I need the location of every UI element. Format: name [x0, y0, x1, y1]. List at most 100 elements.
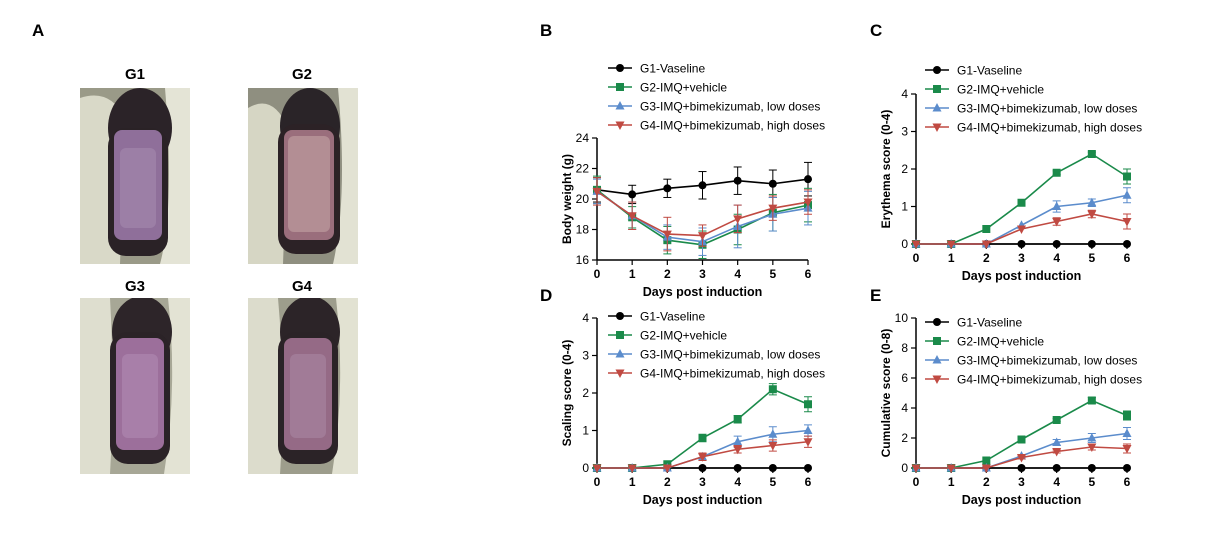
chart-d-legend-label: G4-IMQ+bimekizumab, high doses: [640, 367, 825, 381]
chart-b-series-4-point: [803, 198, 813, 208]
chart-c-y-tick-label: 0: [901, 237, 908, 251]
chart-b-x-tick-label: 0: [594, 267, 601, 281]
chart-e-series-3-point: [1087, 433, 1097, 442]
chart-c-x-tick-label: 4: [1053, 251, 1060, 265]
chart-d-legend-label: G1-Vaseline: [640, 310, 705, 324]
chart-e-y-tick-label: 2: [901, 431, 908, 445]
chart-c-x-label: Days post induction: [962, 269, 1081, 283]
chart-e-series-2-point: [1087, 396, 1096, 405]
chart-e-legend-swatch-marker: [933, 318, 941, 326]
photo-label-g4: G4: [291, 278, 312, 295]
chart-e-x-tick-label: 0: [913, 475, 920, 489]
chart-c-legend-label: G3-IMQ+bimekizumab, low doses: [957, 102, 1137, 116]
chart-d-y-tick-label: 0: [582, 461, 589, 475]
chart-d-legend-swatch-marker: [616, 331, 624, 339]
chart-d-series-4-point: [698, 453, 707, 462]
chart-e-y-tick-label: 8: [901, 341, 908, 355]
chart-b-y-label: Body weight (g): [560, 154, 574, 244]
panel-letter-c: C: [870, 21, 883, 40]
chart-e-x-tick-label: 2: [983, 475, 990, 489]
chart-d-series-1-point: [698, 464, 707, 472]
chart-c-legend-swatch-marker: [932, 123, 942, 132]
chart-e-series-1-point: [1123, 464, 1131, 472]
chart-d-y-label: Scaling score (0-4): [560, 340, 574, 447]
chart-e-legend-label: G4-IMQ+bimekizumab, high doses: [957, 373, 1142, 387]
chart-e-y-tick-label: 0: [901, 461, 908, 475]
chart-b-y-tick-label: 24: [576, 131, 590, 145]
mouse-photo-g3: [80, 298, 190, 474]
chart-c-x-tick-label: 0: [913, 251, 920, 265]
chart-b-legend-swatch-marker: [616, 64, 624, 72]
chart-d-y-tick-label: 3: [582, 349, 589, 363]
chart-d-y-tick-label: 4: [582, 311, 589, 325]
chart-b-series-1-point: [628, 190, 637, 199]
chart-e-series-4-point: [946, 464, 956, 473]
chart-c-y-tick-label: 3: [901, 125, 908, 139]
chart-d-series-2-point: [733, 415, 742, 424]
chart-b-legend-swatch-marker: [616, 83, 624, 91]
chart-c-series-4-point: [981, 240, 991, 249]
chart-c-x-tick-label: 2: [983, 251, 990, 265]
chart-c-series-2-point: [1123, 172, 1131, 181]
photo-label-g1: G1: [124, 66, 145, 83]
chart-c-legend-label: G4-IMQ+bimekizumab, high doses: [957, 121, 1142, 135]
mouse-photo-g4: [248, 298, 358, 474]
chart-e-series-4-point: [1052, 448, 1062, 457]
chart-c-series-3-point: [1087, 197, 1097, 207]
chart-b-y-tick-label: 16: [576, 253, 590, 267]
chart-e-series-3-point: [1052, 437, 1062, 446]
chart-b-legend-label: G3-IMQ+bimekizumab, low doses: [640, 100, 820, 114]
chart-b-x-tick-label: 2: [664, 267, 671, 281]
chart-e-legend-label: G2-IMQ+vehicle: [957, 335, 1044, 349]
chart-e-series-4-point: [1122, 445, 1132, 454]
chart-e-y-tick-label: 4: [901, 401, 908, 415]
photo-label-g2: G2: [291, 66, 312, 83]
chart-b-legend-swatch-marker: [615, 121, 625, 130]
chart-e-series-1-point: [1087, 464, 1096, 472]
chart-b-series-4-point: [698, 232, 707, 241]
chart-c-series-4-point: [946, 240, 956, 249]
chart-e-series-3-point: [1122, 428, 1132, 437]
chart-c-legend-swatch-marker: [933, 66, 941, 74]
chart-e-series-2-point: [1017, 435, 1026, 444]
chart-d-x-tick-label: 3: [699, 475, 706, 489]
chart-c-legend-label: G2-IMQ+vehicle: [957, 83, 1044, 97]
chart-b-x-tick-label: 6: [805, 267, 812, 281]
chart-c-legend-swatch-marker: [933, 85, 941, 93]
chart-c-series-1-point: [1052, 240, 1061, 248]
chart-e-legend-swatch-marker: [933, 337, 941, 345]
chart-b-y-tick-label: 18: [576, 223, 590, 237]
chart-d-series-3-point: [803, 425, 813, 434]
chart-d-series-2-point: [698, 434, 707, 442]
chart-b-series-1-point: [663, 184, 672, 193]
chart-e-y-tick-label: 10: [895, 311, 909, 325]
chart-d-series-2-point: [804, 400, 812, 409]
chart-b-series-4-point: [768, 204, 778, 214]
chart-c-series-3-point: [1052, 201, 1062, 210]
chart-b-series-4-point: [733, 215, 743, 224]
chart-e-series-1-point: [1017, 464, 1026, 472]
chart-d-legend-label: G3-IMQ+bimekizumab, low doses: [640, 348, 820, 362]
chart-e-series-1-point: [1052, 464, 1061, 472]
chart-b-y-tick-label: 20: [576, 192, 590, 206]
chart-b-series-1-point: [804, 175, 812, 184]
chart-c-y-label: Erythema score (0-4): [879, 110, 893, 229]
chart-d-series-3-point: [733, 436, 743, 446]
chart-d-x-tick-label: 5: [769, 475, 776, 489]
chart-e-x-tick-label: 6: [1124, 475, 1131, 489]
chart-c-series-3-point: [1122, 190, 1132, 199]
chart-e-legend-swatch-marker: [932, 355, 942, 364]
chart-c-legend-label: G1-Vaseline: [957, 64, 1022, 78]
chart-e-x-tick-label: 5: [1088, 475, 1095, 489]
chart-e-y-label: Cumulative score (0-8): [879, 329, 893, 458]
chart-e-legend-label: G3-IMQ+bimekizumab, low doses: [957, 354, 1137, 368]
chart-d-series-4-point: [768, 442, 778, 451]
chart-b-x-tick-label: 4: [734, 267, 741, 281]
chart-d-y-tick-label: 2: [582, 386, 589, 400]
chart-c-series-1-point: [1123, 240, 1131, 248]
chart-d-series-4-point: [662, 464, 672, 473]
chart-d-series-1-point: [768, 464, 777, 472]
chart-b-series-4-point: [662, 230, 672, 240]
chart-e-y-tick-label: 6: [901, 371, 908, 385]
panel-letter-e: E: [870, 286, 882, 305]
